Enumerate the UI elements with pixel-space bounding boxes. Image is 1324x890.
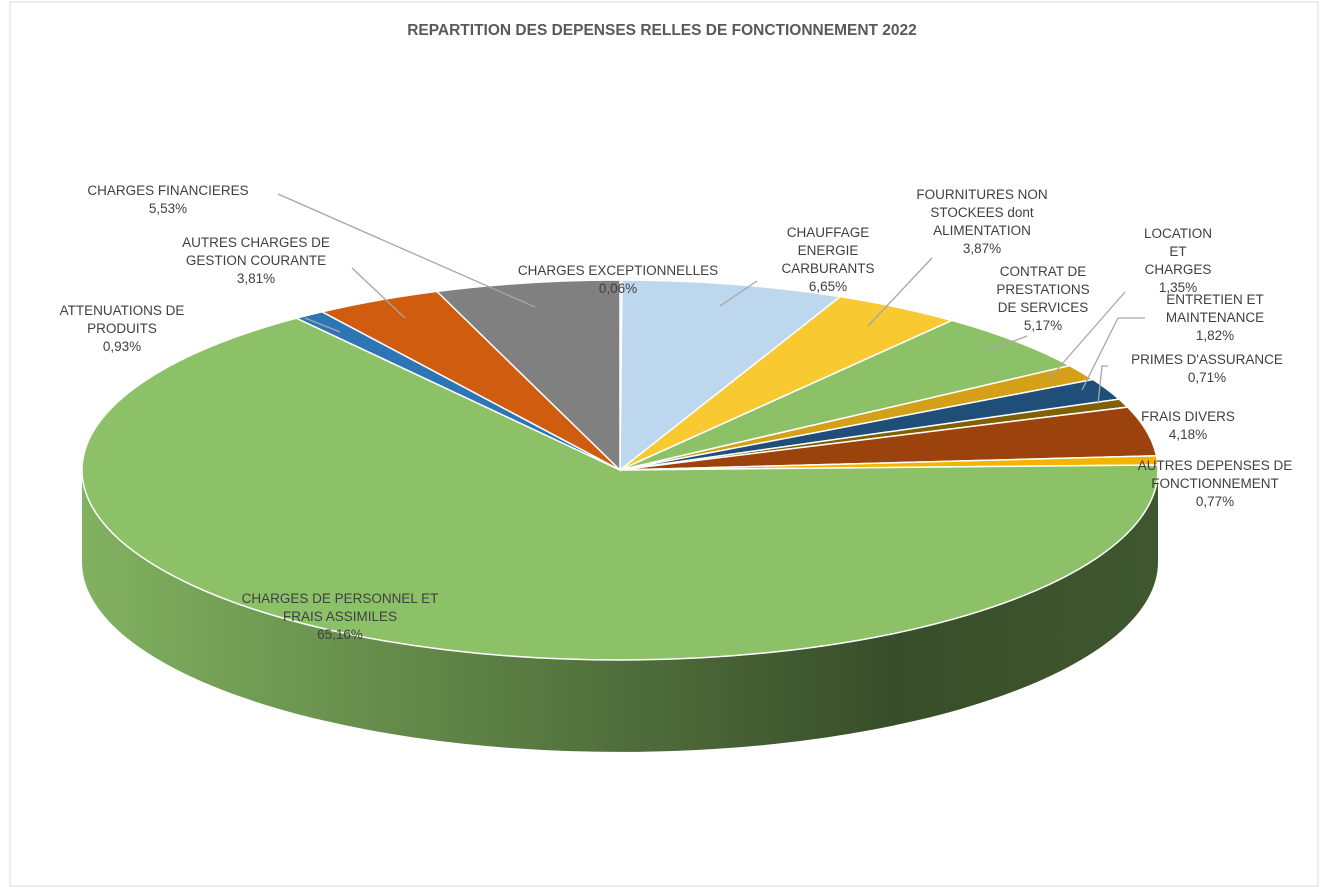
label-value: 65,16% bbox=[317, 627, 363, 642]
leader-line bbox=[1047, 291, 1126, 381]
data-label: AUTRES DEPENSES DE FONCTIONNEMENT 0,77% bbox=[1128, 457, 1303, 511]
leader-line bbox=[304, 317, 341, 333]
label-value: 0,77% bbox=[1195, 494, 1235, 509]
label-value: 6,65% bbox=[808, 279, 848, 294]
data-label: PRIMES D'ASSURANCE 0,71% bbox=[1107, 351, 1307, 387]
data-label: CHARGES FINANCIERES 5,53% bbox=[58, 182, 278, 218]
label-value: 1,35% bbox=[1158, 280, 1198, 295]
label-name: PRIMES D'ASSURANCE bbox=[1131, 352, 1283, 367]
label-name: CHARGES DE PERSONNEL ET FRAIS ASSIMILES bbox=[241, 591, 439, 624]
label-name: ATTENUATIONS DE PRODUITS bbox=[59, 303, 185, 336]
data-label: CHARGES EXCEPTIONNELLES 0,06% bbox=[488, 262, 748, 298]
leader-line bbox=[277, 193, 536, 308]
label-value: 5,53% bbox=[148, 201, 188, 216]
slice bbox=[81, 317, 1159, 661]
leader-line bbox=[1097, 365, 1108, 405]
label-name: FRAIS DIVERS bbox=[1141, 409, 1235, 424]
data-label: ENTRETIEN ET MAINTENANCE 1,82% bbox=[1150, 291, 1280, 345]
label-value: 3,81% bbox=[236, 271, 276, 286]
data-label: FOURNITURES NON STOCKEES dont ALIMENTATI… bbox=[897, 186, 1067, 258]
slice-side-shade bbox=[82, 470, 1158, 752]
label-name: CHARGES FINANCIERES bbox=[87, 183, 249, 198]
leader-line bbox=[984, 335, 1028, 353]
label-name: CONTRAT DE PRESTATIONS DE SERVICES bbox=[996, 264, 1090, 315]
data-label: LOCATION ET CHARGES 1,35% bbox=[1138, 225, 1218, 297]
label-name: AUTRES DEPENSES DE FONCTIONNEMENT bbox=[1137, 458, 1293, 491]
leader-line bbox=[867, 257, 933, 327]
data-label: CHARGES DE PERSONNEL ET FRAIS ASSIMILES 6… bbox=[220, 590, 460, 644]
label-value: 5,17% bbox=[1023, 318, 1063, 333]
label-name: CHAUFFAGE ENERGIE CARBURANTS bbox=[781, 225, 875, 276]
label-value: 4,18% bbox=[1168, 427, 1208, 442]
chart-border bbox=[9, 1, 1319, 887]
label-value: 0,06% bbox=[598, 281, 638, 296]
leader-line bbox=[719, 280, 758, 307]
leader-line bbox=[351, 267, 406, 319]
label-name: FOURNITURES NON STOCKEES dont ALIMENTATI… bbox=[916, 187, 1048, 238]
label-value: 0,93% bbox=[102, 339, 142, 354]
label-value: 0,71% bbox=[1187, 370, 1227, 385]
label-value: 3,87% bbox=[962, 241, 1002, 256]
data-label: CHAUFFAGE ENERGIE CARBURANTS 6,65% bbox=[773, 224, 883, 296]
label-value: 1,82% bbox=[1195, 328, 1235, 343]
leader-line bbox=[1081, 317, 1145, 391]
chart-title: REPARTITION DES DEPENSES RELLES DE FONCT… bbox=[407, 22, 917, 39]
slice bbox=[435, 279, 621, 472]
data-label: AUTRES CHARGES DE GESTION COURANTE 3,81% bbox=[166, 234, 346, 288]
label-name: ENTRETIEN ET MAINTENANCE bbox=[1165, 292, 1265, 325]
label-name: LOCATION ET CHARGES bbox=[1143, 226, 1212, 277]
data-label: ATTENUATIONS DE PRODUITS 0,93% bbox=[32, 302, 212, 356]
label-name: AUTRES CHARGES DE GESTION COURANTE bbox=[182, 235, 330, 268]
data-label: CONTRAT DE PRESTATIONS DE SERVICES 5,17% bbox=[988, 263, 1098, 335]
label-name: CHARGES EXCEPTIONNELLES bbox=[517, 263, 719, 278]
data-label: FRAIS DIVERS 4,18% bbox=[1108, 408, 1268, 444]
slice bbox=[619, 319, 1072, 471]
slice bbox=[619, 279, 842, 472]
